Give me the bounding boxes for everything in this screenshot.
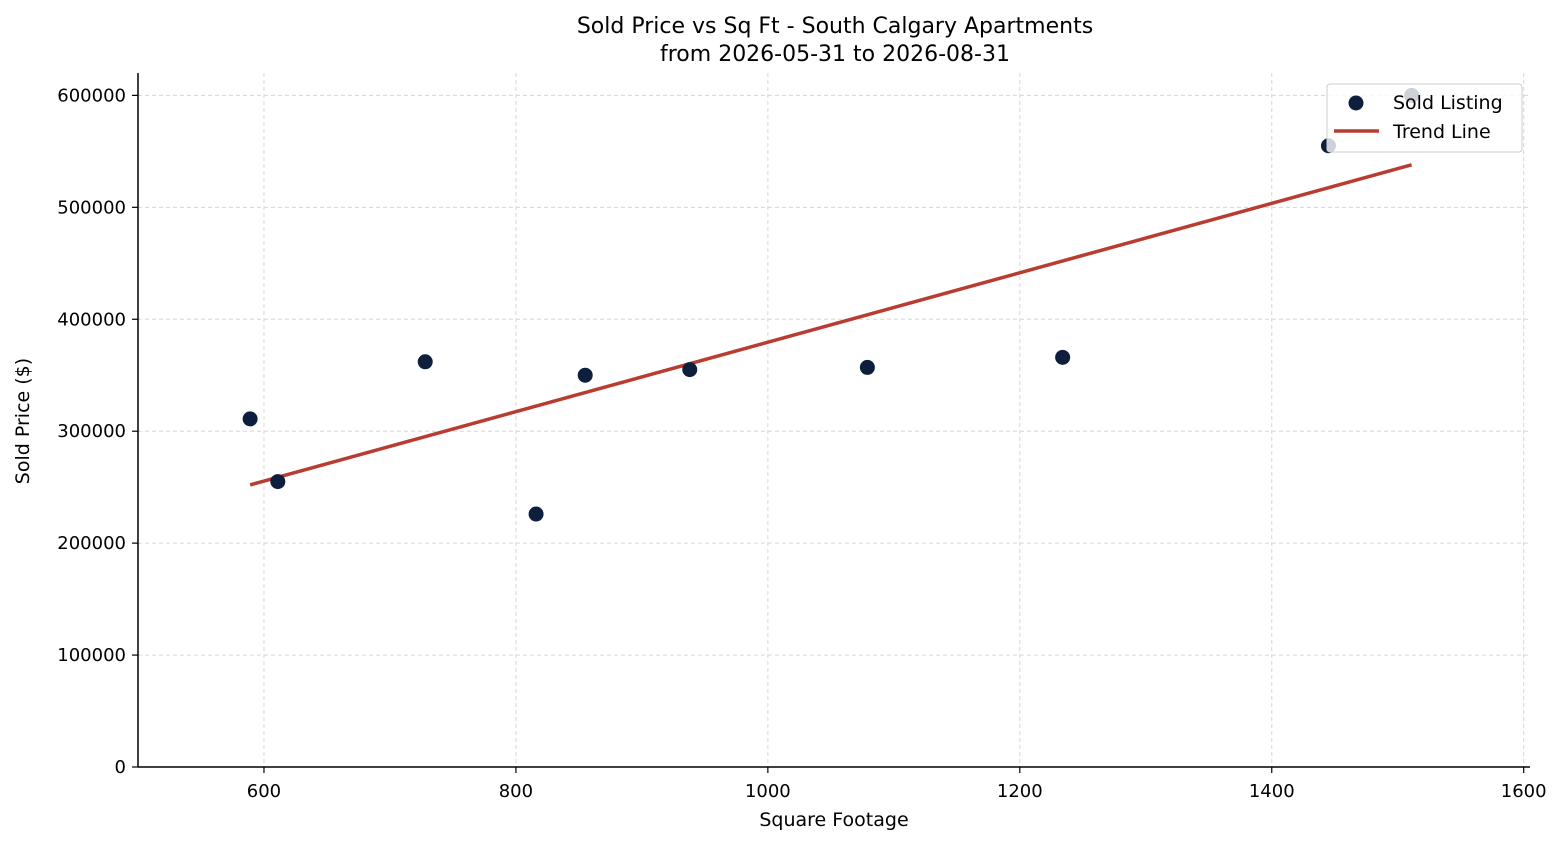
x-tick-label: 1400 (1249, 781, 1295, 802)
data-point (682, 362, 698, 378)
x-axis-label: Square Footage (759, 809, 908, 831)
y-axis-label: Sold Price ($) (12, 358, 34, 484)
y-tick-label: 300000 (57, 421, 126, 442)
y-gridlines (138, 94, 1530, 768)
data-point (528, 506, 544, 522)
x-axis-ticks: 600 800 1000 1200 1400 1600 (247, 767, 1547, 802)
y-tick-label: 500000 (57, 197, 126, 218)
trend-layer (249, 163, 1413, 487)
x-tick-label: 800 (499, 781, 533, 802)
y-tick-label: 200000 (57, 533, 126, 554)
x-tick-label: 1000 (745, 781, 791, 802)
y-tick-label: 600000 (57, 85, 126, 106)
y-tick-label: 100000 (57, 645, 126, 666)
data-point (242, 411, 258, 427)
legend-label-sold-listing: Sold Listing (1393, 92, 1503, 114)
x-gridlines (263, 73, 1525, 767)
data-point (859, 359, 875, 375)
chart-title: Sold Price vs Sq Ft - South Calgary Apar… (577, 14, 1093, 39)
y-tick-label: 0 (115, 757, 126, 778)
legend-box (1326, 83, 1523, 153)
x-tick-label: 600 (247, 781, 281, 802)
x-tick-label: 1200 (997, 781, 1043, 802)
legend-label-trend-line: Trend Line (1392, 121, 1491, 143)
points-layer (242, 87, 1420, 522)
y-axis-ticks: 0 100000 200000 300000 400000 500000 600000 (57, 85, 138, 778)
data-point (270, 474, 286, 490)
chart-subtitle: from 2026-05-31 to 2026-08-31 (660, 42, 1010, 67)
data-point (577, 367, 593, 383)
legend-marker-sold-listing (1348, 95, 1364, 111)
data-point (1055, 349, 1071, 365)
legend: Sold Listing Trend Line (1326, 83, 1523, 153)
trend-line (249, 163, 1413, 487)
x-tick-label: 1600 (1501, 781, 1547, 802)
y-tick-label: 400000 (57, 309, 126, 330)
data-point (417, 354, 433, 370)
